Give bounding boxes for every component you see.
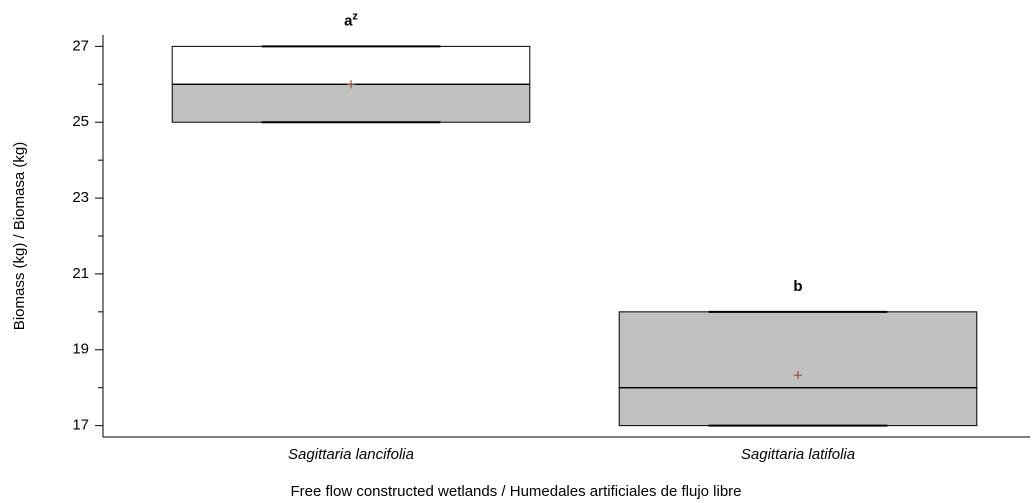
y-tick-label: 25 — [72, 113, 89, 130]
annotation-sup: z — [352, 10, 358, 22]
y-tick-label: 23 — [72, 189, 89, 206]
y-axis-label: Biomass (kg) / Biomasa (kg) — [11, 142, 28, 330]
box-lower — [618, 387, 978, 427]
y-tick-label: 17 — [72, 417, 89, 434]
annotation: b — [793, 278, 802, 295]
mean-marker — [347, 80, 355, 89]
mean-marker — [794, 371, 802, 380]
annotation-text: b — [793, 278, 802, 295]
x-tick-label: Sagittaria latifolia — [741, 446, 855, 463]
y-tick-label: 27 — [72, 37, 89, 54]
x-tick-label: Sagittaria lancifolia — [288, 446, 414, 463]
x-axis-label: Free flow constructed wetlands / Humedal… — [290, 483, 741, 500]
annotation: az — [344, 10, 358, 29]
y-tick-label: 19 — [72, 341, 89, 358]
y-tick-label: 21 — [72, 265, 89, 282]
box-lower — [171, 83, 531, 123]
box-upper — [171, 45, 531, 85]
annotation-text: a — [344, 12, 353, 29]
